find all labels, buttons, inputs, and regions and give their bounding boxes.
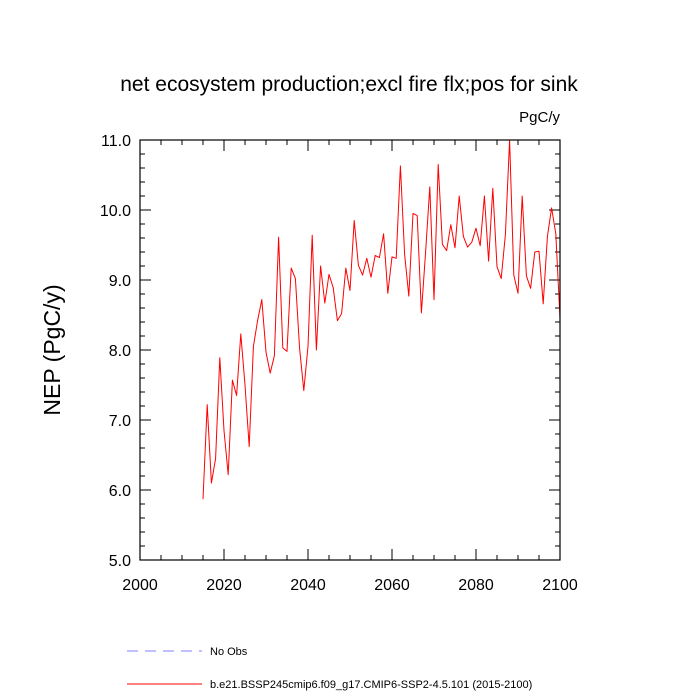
y-tick-label: 5.0: [109, 553, 131, 570]
y-tick-label: 6.0: [109, 483, 131, 500]
chart-title: net ecosystem production;excl fire flx;p…: [120, 73, 578, 96]
plot-frame: [139, 139, 561, 561]
x-tick-label: 2000: [122, 577, 158, 594]
y-tick-label: 10.0: [100, 203, 131, 220]
legend-label: No Obs: [210, 646, 248, 658]
y-tick-label: 7.0: [109, 413, 131, 430]
x-tick-label: 2060: [374, 577, 410, 594]
series-line: [202, 139, 561, 500]
x-tick-label: 2080: [458, 577, 494, 594]
axis-tick-labels: 2000 2020 2040 2060 2080 2100 5.0 6.0 7.0 8.0 9.0 1…: [100, 133, 578, 594]
y-tick-label: 11.0: [101, 133, 131, 150]
x-tick-label: 2020: [206, 577, 242, 594]
y-tick-label: 9.0: [109, 273, 131, 290]
x-tick-label: 2040: [290, 577, 326, 594]
units-label: PgC/y: [519, 109, 560, 126]
legend: No Obs b.e21.BSSP245cmip6.f09_g17.CMIP6-S…: [127, 646, 532, 691]
x-tick-label: 2100: [542, 577, 578, 594]
y-axis-title: NEP (PgC/y): [39, 284, 65, 415]
data-series: [202, 139, 561, 500]
y-tick-label: 8.0: [109, 343, 131, 360]
legend-label: b.e21.BSSP245cmip6.f09_g17.CMIP6-SSP2-4.…: [210, 679, 532, 691]
